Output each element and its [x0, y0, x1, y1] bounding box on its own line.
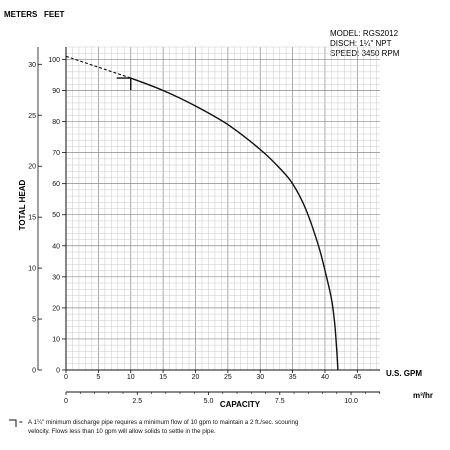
speed-label: SPEED: 3450 RPM	[330, 49, 400, 58]
gpm-tick-label: 35	[289, 374, 297, 381]
min-flow-key-icon	[9, 419, 17, 427]
meters-tick-label: 25	[28, 113, 36, 120]
discharge-label: DISCH: 1¼" NPT	[330, 39, 392, 48]
pump-info: MODEL: RGS2012 DISCH: 1¼" NPT SPEED: 345…	[330, 29, 400, 58]
footnote-line2: velocity. Flows less than 10 gpm will al…	[28, 428, 216, 435]
gpm-tick-label: 5	[96, 374, 100, 381]
feet-tick-label: 10	[52, 336, 60, 343]
m3-tick-label: 5.0	[204, 398, 214, 405]
feet-tick-label: 50	[52, 212, 60, 219]
gpm-tick-label: 25	[224, 374, 232, 381]
min-flow-marker	[116, 77, 132, 91]
y-axis-title: TOTAL HEAD	[18, 179, 27, 230]
meters-tick-label: 30	[28, 62, 36, 69]
x-unit-gpm-label: U.S. GPM	[386, 369, 422, 378]
feet-tick-label: 90	[52, 88, 60, 95]
m3-tick-label: 0	[64, 398, 68, 405]
x-unit-m3-label: m³/hr	[413, 391, 433, 400]
dashed-extension-line	[65, 55, 131, 79]
pump-curve-line	[130, 77, 339, 371]
feet-tick-label: 100	[48, 57, 60, 64]
feet-tick-label: 30	[52, 274, 60, 281]
meters-header: METERS	[4, 10, 38, 19]
footnote-line1: A 1¼" minimum discharge pipe requires a …	[28, 419, 299, 426]
plot-axes: 0 10 20 30 40 50 60 70 80 90 100 0 5 10 15 20 25 30 0 5 10 15…	[28, 47, 380, 405]
footnote: = A 1¼" minimum discharge pipe requires …	[9, 419, 299, 435]
x-axis-title: CAPACITY	[220, 400, 261, 409]
gpm-tick-label: 45	[353, 374, 361, 381]
meters-tick-label: 10	[28, 266, 36, 273]
feet-tick-label: 60	[52, 181, 60, 188]
plot-grid	[66, 46, 380, 370]
feet-tick-label: 0	[56, 368, 60, 375]
gpm-tick-label: 10	[127, 374, 135, 381]
feet-tick-label: 20	[52, 305, 60, 312]
gpm-tick-label: 0	[64, 374, 68, 381]
m3-tick-label: 7.5	[275, 398, 285, 405]
meters-tick-label: 15	[28, 215, 36, 222]
feet-tick-label: 40	[52, 243, 60, 250]
meters-tick-label: 0	[32, 368, 36, 375]
model-label: MODEL: RGS2012	[330, 29, 399, 38]
gpm-tick-label: 30	[256, 374, 264, 381]
m3-tick-label: 2.5	[132, 398, 142, 405]
footnote-symbol: =	[19, 419, 23, 426]
series-layer	[65, 55, 339, 371]
meters-tick-label: 20	[28, 164, 36, 171]
feet-tick-label: 80	[52, 119, 60, 126]
gpm-tick-label: 40	[321, 374, 329, 381]
gpm-tick-label: 15	[159, 374, 167, 381]
gpm-tick-label: 20	[192, 374, 200, 381]
feet-header: FEET	[44, 10, 65, 19]
feet-tick-label: 70	[52, 150, 60, 157]
m3-tick-label: 10.0	[344, 398, 358, 405]
meters-tick-label: 5	[32, 317, 36, 324]
